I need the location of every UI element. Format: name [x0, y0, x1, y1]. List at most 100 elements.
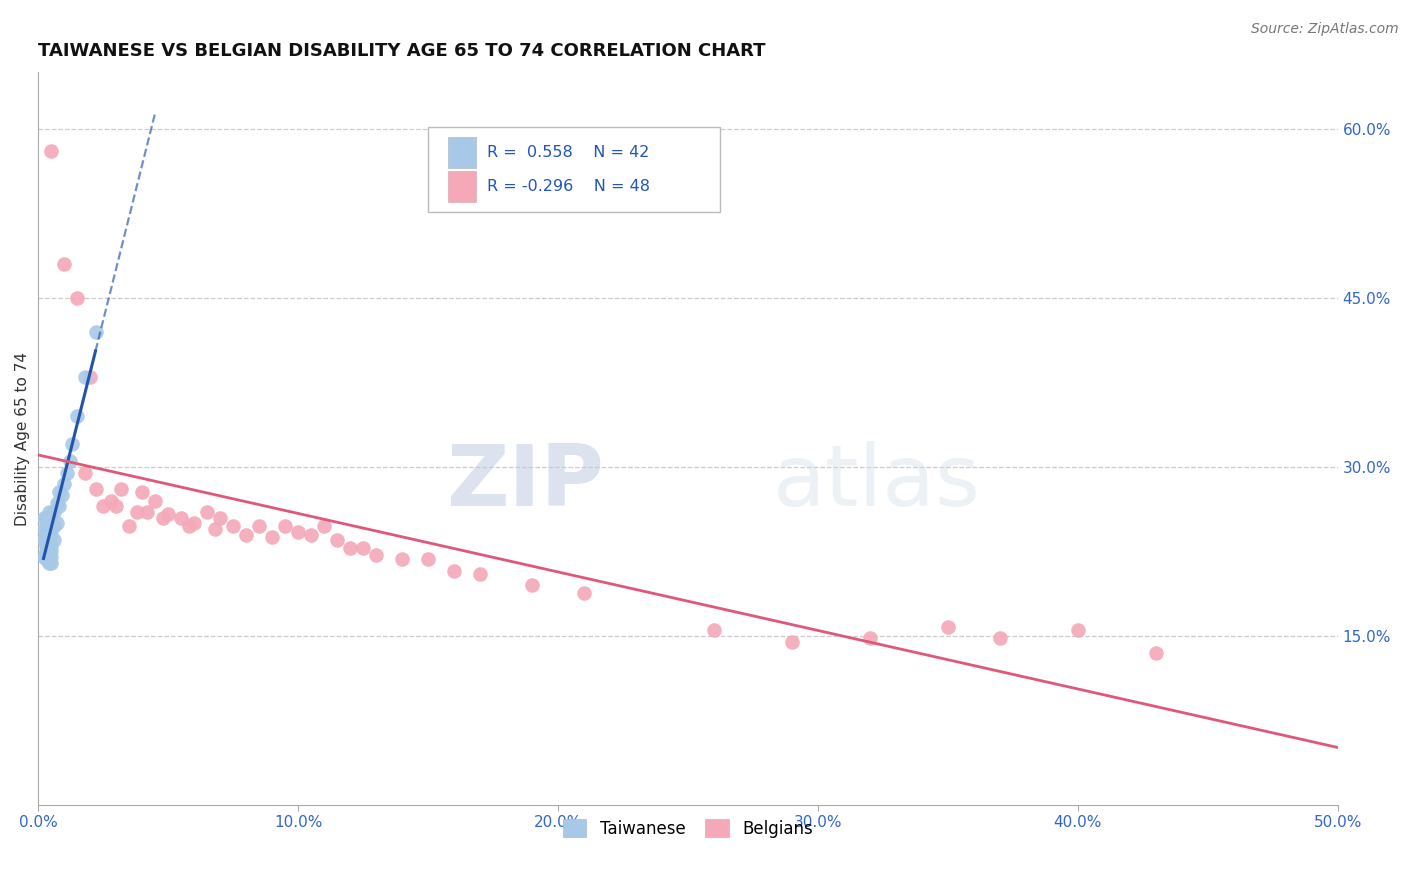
Point	[58, 454, 80, 468]
Point	[170, 510, 193, 524]
Point	[48, 484, 70, 499]
Point	[38, 544, 60, 558]
Point	[75, 369, 97, 384]
Point	[152, 510, 174, 524]
Point	[314, 518, 336, 533]
Point	[131, 484, 153, 499]
Point	[35, 510, 58, 524]
Point	[91, 500, 114, 514]
Point	[136, 505, 159, 519]
Point	[859, 631, 882, 645]
Point	[41, 556, 63, 570]
Point	[56, 466, 79, 480]
Point	[936, 620, 959, 634]
Bar	[447, 137, 477, 168]
Point	[1144, 646, 1167, 660]
Point	[38, 522, 60, 536]
Point	[41, 550, 63, 565]
Point	[32, 510, 55, 524]
Point	[45, 516, 67, 531]
Point	[988, 631, 1011, 645]
Point	[235, 527, 257, 541]
Point	[391, 552, 413, 566]
Point	[443, 564, 465, 578]
Bar	[447, 171, 477, 202]
Point	[41, 539, 63, 553]
Point	[38, 516, 60, 531]
Text: atlas: atlas	[772, 442, 980, 524]
Point	[366, 548, 388, 562]
Point	[41, 527, 63, 541]
Point	[51, 488, 73, 502]
Point	[100, 493, 122, 508]
Point	[299, 527, 322, 541]
Point	[177, 518, 200, 533]
Point	[35, 527, 58, 541]
Point	[41, 544, 63, 558]
Point	[118, 518, 141, 533]
Text: R =  0.558    N = 42: R = 0.558 N = 42	[486, 145, 650, 160]
Point	[572, 586, 595, 600]
Point	[38, 539, 60, 553]
Point	[1067, 624, 1090, 638]
Legend: Taiwanese, Belgians: Taiwanese, Belgians	[557, 813, 820, 845]
Point	[703, 624, 725, 638]
Point	[339, 541, 361, 555]
Point	[105, 500, 128, 514]
Point	[520, 578, 543, 592]
Point	[262, 530, 284, 544]
Point	[326, 533, 349, 548]
Point	[195, 505, 218, 519]
Point	[38, 550, 60, 565]
Text: Source: ZipAtlas.com: Source: ZipAtlas.com	[1251, 22, 1399, 37]
Point	[143, 493, 166, 508]
Point	[780, 634, 803, 648]
Point	[38, 505, 60, 519]
Point	[274, 518, 297, 533]
Point	[48, 500, 70, 514]
Point	[66, 409, 89, 424]
Point	[352, 541, 374, 555]
Point	[38, 527, 60, 541]
Point	[53, 257, 76, 271]
Point	[35, 533, 58, 548]
Point	[35, 552, 58, 566]
Point	[38, 533, 60, 548]
Point	[38, 556, 60, 570]
Point	[42, 518, 65, 533]
Point	[84, 325, 107, 339]
Point	[41, 518, 63, 533]
Point	[416, 552, 439, 566]
Point	[287, 525, 309, 540]
Text: R = -0.296    N = 48: R = -0.296 N = 48	[486, 179, 650, 194]
Y-axis label: Disability Age 65 to 74: Disability Age 65 to 74	[15, 351, 30, 525]
Point	[41, 145, 63, 159]
Point	[125, 505, 148, 519]
Point	[247, 518, 270, 533]
Point	[32, 550, 55, 565]
Point	[157, 507, 180, 521]
Point	[66, 291, 89, 305]
Point	[222, 518, 245, 533]
Point	[209, 510, 232, 524]
FancyBboxPatch shape	[427, 128, 720, 211]
Point	[35, 539, 58, 553]
Point	[183, 516, 205, 531]
Point	[53, 476, 76, 491]
Point	[32, 522, 55, 536]
Point	[45, 496, 67, 510]
Point	[42, 533, 65, 548]
Point	[35, 544, 58, 558]
Point	[79, 369, 101, 384]
Point	[32, 533, 55, 548]
Point	[42, 505, 65, 519]
Point	[84, 483, 107, 497]
Point	[41, 507, 63, 521]
Text: TAIWANESE VS BELGIAN DISABILITY AGE 65 TO 74 CORRELATION CHART: TAIWANESE VS BELGIAN DISABILITY AGE 65 T…	[38, 42, 766, 60]
Point	[60, 437, 83, 451]
Point	[75, 466, 97, 480]
Point	[204, 522, 226, 536]
Point	[110, 483, 132, 497]
Point	[35, 522, 58, 536]
Point	[468, 566, 491, 581]
